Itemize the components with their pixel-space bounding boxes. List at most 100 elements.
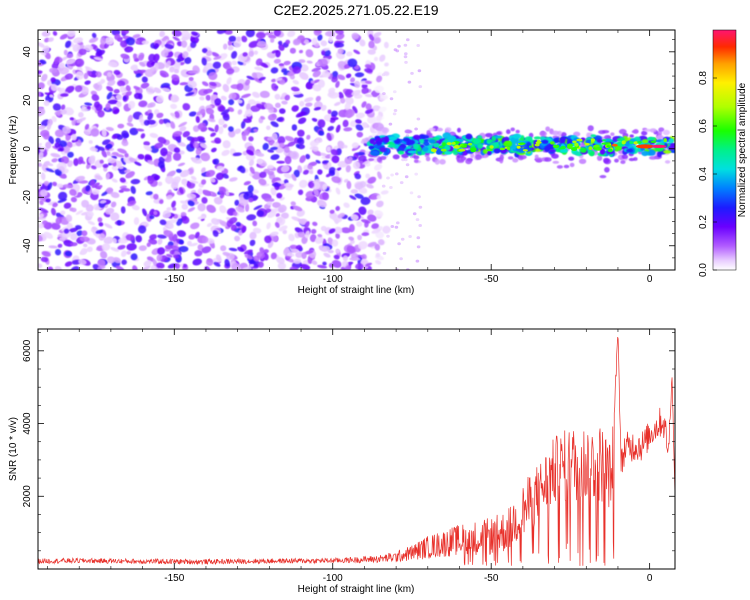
spectrogram-hotspot-cell [572,140,577,144]
spectrogram-band-cell [626,148,634,153]
spectrogram-noise-cell [98,233,106,241]
spectrogram-noise-cell [309,234,317,243]
spectrogram-noise-cell [121,259,127,265]
spectrogram-noise-cell [347,156,353,162]
spectrogram-noise-cell [159,219,167,226]
spectrogram-noise-cell [179,200,188,205]
spectrogram-noise-cell [86,211,94,217]
spectrogram-noise-cell [275,77,283,82]
spectrogram-noise-cell [256,40,267,48]
spectrogram-band-cell [422,146,429,152]
spectrogram-noise-cell [246,214,257,221]
spectrogram-noise-cell [85,184,91,192]
spectrogram-noise-cell [160,147,168,157]
spectrogram-noise-cell [104,37,114,45]
colorbar-tick-label: 0.6 [698,119,709,133]
spectrogram-noise-cell [78,111,84,118]
spectrogram-band-halo-cell [629,134,634,138]
spectrogram-noise-cell [350,189,359,194]
spectrogram-band-halo-cell [475,154,482,160]
spectrogram-edge-cell [415,259,420,263]
spectrogram-noise-cell [297,117,307,125]
spectrogram-noise-cell [102,163,109,168]
spectrogram-noise-cell [335,33,345,40]
spectrogram-edge-cell [417,69,422,73]
spectrogram-noise-cell [375,231,384,239]
spectrogram-noise-cell [356,131,364,138]
spectrogram-noise-cell [298,59,306,64]
spectrogram-noise-cell [72,43,81,52]
spectrogram-noise-cell [354,72,365,78]
spectrogram-noise-cell [355,124,364,131]
spectrogram-noise-cell [257,261,264,268]
spectrogram-noise-cell [38,91,42,97]
spectrogram-noise-cell [156,262,165,269]
spectrogram-edge-cell [389,97,394,101]
spectrogram-noise-cell [206,258,214,266]
spectrogram-noise-cell [67,30,76,38]
spectrogram-noise-cell [91,94,100,102]
spectrogram-band-halo-cell [599,175,607,179]
spectrogram-noise-cell [164,244,173,250]
spectrogram-band-cell [477,143,483,149]
spectrogram-noise-cell [199,96,205,101]
spectrogram-noise-cell [162,210,172,218]
spectrogram-noise-cell [55,216,62,225]
spectrogram-noise-cell [133,85,140,91]
spectrogram-band-cell [436,149,443,155]
spectrogram-noise-cell [197,122,207,130]
spectrogram-noise-cell [372,105,381,112]
spectrogram-noise-cell [328,87,336,94]
spectrogram-noise-cell [297,138,303,143]
spectrogram-noise-cell [304,97,314,103]
spectrogram-hotspot-cell [430,148,437,153]
spectrogram-noise-cell [185,92,195,97]
spectrogram-band-cell [647,136,656,141]
spectrogram-noise-cell [285,182,290,187]
spectrogram-noise-cell [146,86,155,95]
spectrogram-noise-cell [84,80,91,85]
spectrogram-noise-cell [243,129,249,136]
spectrogram-noise-cell [342,255,349,262]
spectrogram-band-cell [647,149,656,156]
spectrogram-noise-cell [118,165,124,170]
spectrogram-noise-cell [93,101,100,108]
spectrogram-edge-cell [406,38,410,42]
spectrogram-noise-cell [78,259,87,265]
spectrogram-noise-cell [252,220,258,227]
spectrogram-noise-cell [317,233,323,238]
spectrogram-noise-cell [358,206,367,215]
spectrogram-noise-cell [107,157,116,164]
spectrogram-band-cell [423,139,429,143]
spectrogram-noise-cell [146,242,151,248]
spectrogram-noise-cell [318,58,328,67]
spectrogram-noise-cell [235,221,241,227]
snr-frame [37,328,676,570]
spectrogram-noise-cell [272,201,281,209]
spectrogram-noise-cell [343,179,349,183]
spectrogram-noise-cell [327,109,332,115]
spectrogram-noise-cell [148,122,158,128]
spectrogram-noise-cell [114,33,121,41]
spectrogram-band-halo-cell [628,157,635,162]
spectrogram-noise-cell [149,102,156,108]
spectrogram-noise-cell [299,72,309,80]
spectrogram-hotspot-cell [588,146,593,151]
spectrogram-noise-cell [322,160,329,164]
spectrogram-band-cell [663,149,672,154]
spectrogram-noise-cell [187,181,196,189]
spectrogram-band-cell [379,147,387,153]
spectrogram-noise-cell [234,199,240,206]
spectrogram-band-cell [412,143,419,150]
spectrogram-noise-cell [39,199,44,206]
spectrogram-noise-cell [367,176,377,184]
spectrogram-noise-cell [51,158,58,163]
spectrogram-noise-cell [262,142,269,151]
spectrogram-noise-cell [305,49,314,58]
spectrogram-noise-cell [352,161,361,170]
spectrogram-frame [37,29,676,271]
spectrogram-noise-cell [186,193,197,200]
spectrogram-noise-cell [383,41,389,49]
spectrogram-band-cell [590,134,597,138]
spectrogram-noise-cell [67,151,74,158]
